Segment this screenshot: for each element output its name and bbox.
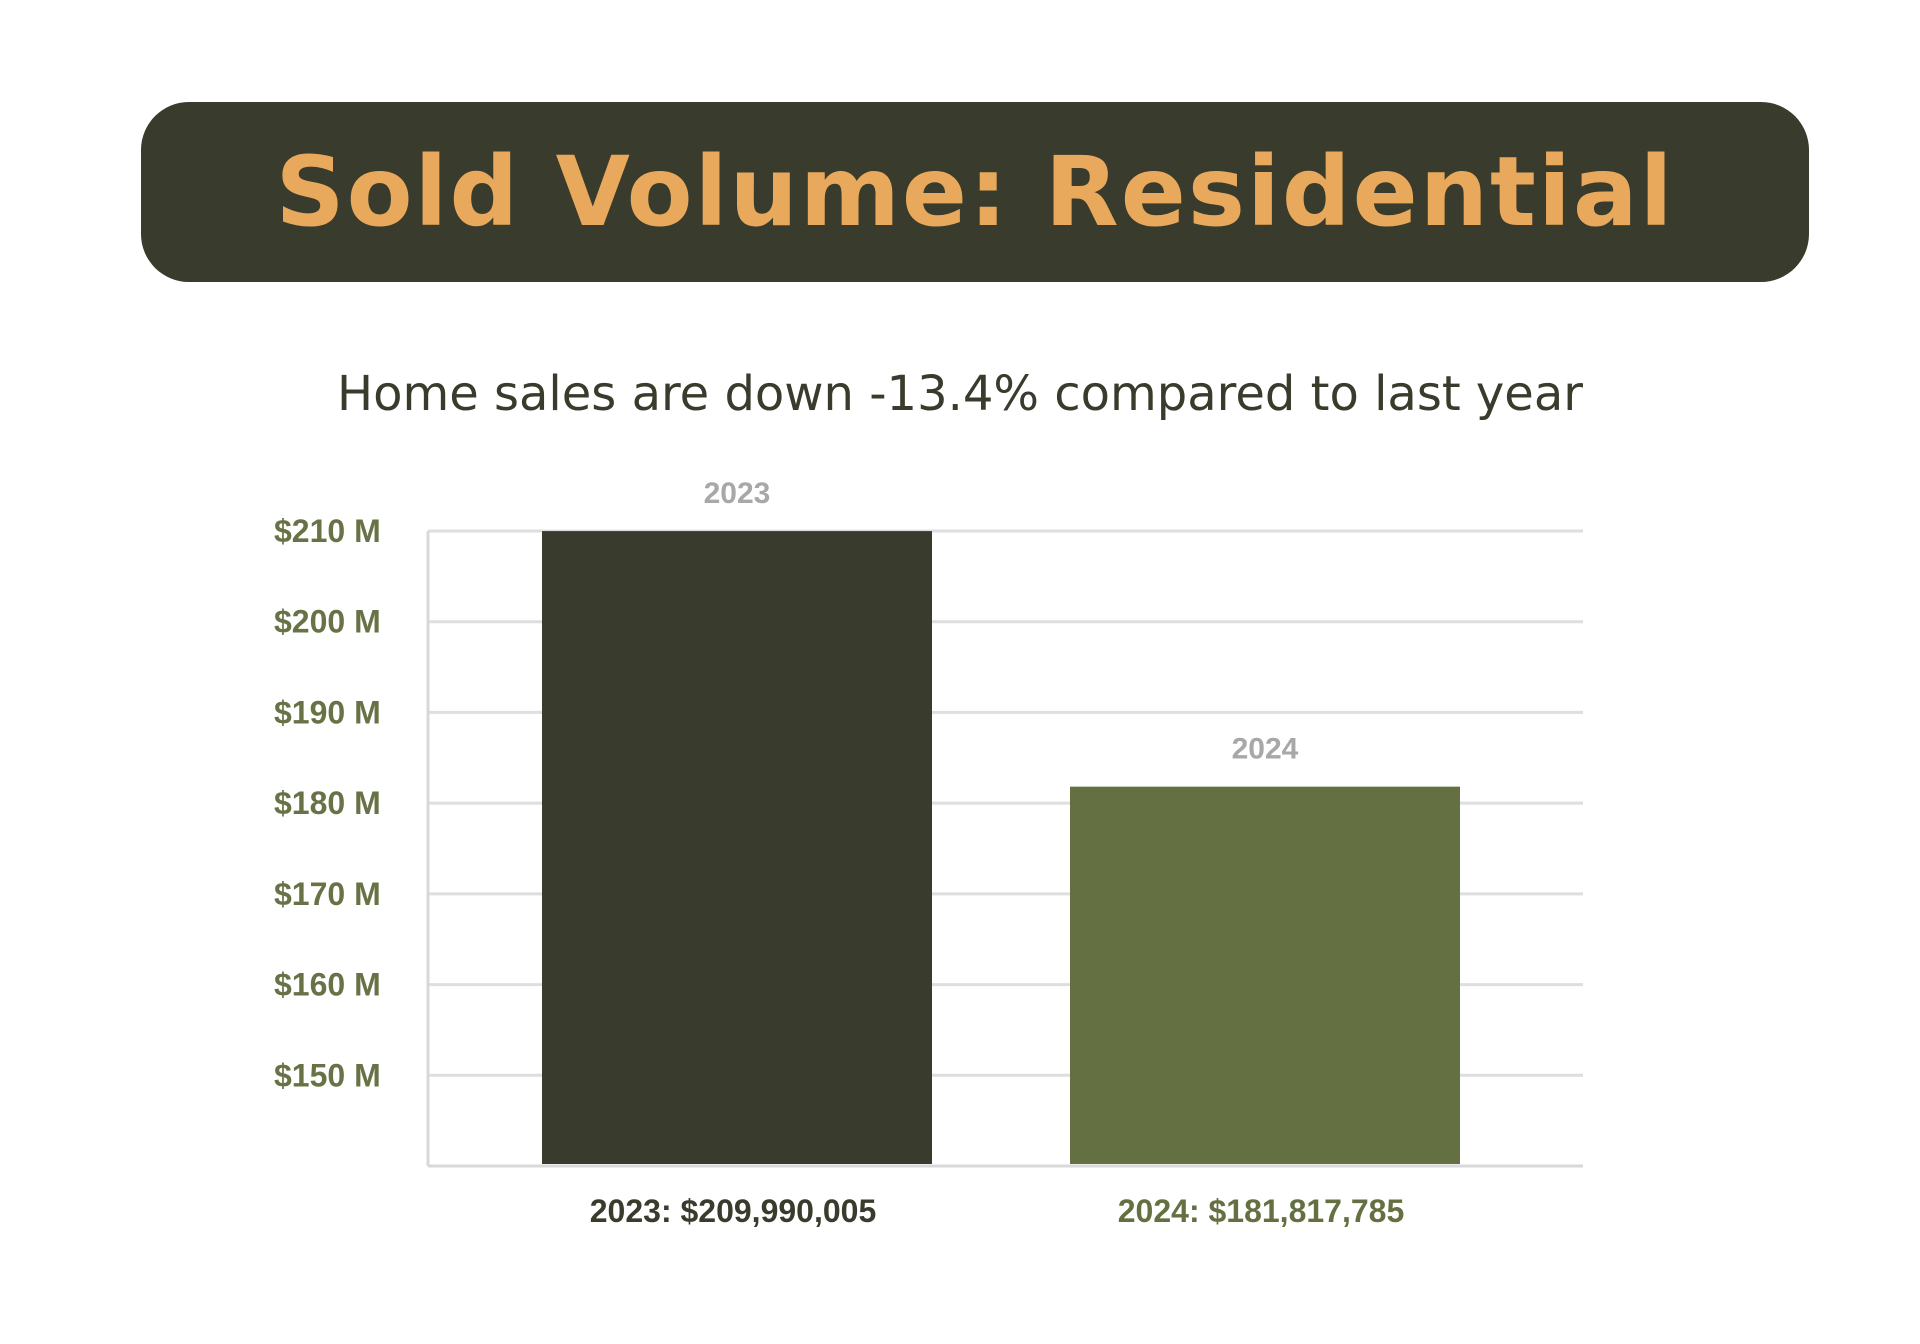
y-tick-label: $160 M [274, 967, 381, 1003]
y-tick-label: $190 M [274, 694, 381, 730]
y-tick-label: $150 M [274, 1057, 381, 1093]
bar-2024 [1070, 786, 1460, 1164]
bar-value-label: 2024: $181,817,785 [1118, 1193, 1404, 1229]
y-tick-label: $170 M [274, 876, 381, 912]
y-tick-label: $180 M [274, 785, 381, 821]
title-banner: Sold Volume: Residential [141, 102, 1809, 282]
bar-value-label: 2023: $209,990,005 [590, 1193, 876, 1229]
chart-subtitle: Home sales are down -13.4% compared to l… [337, 366, 1583, 422]
y-tick-label: $200 M [274, 604, 381, 640]
page-title: Sold Volume: Residential [275, 136, 1675, 248]
bar-top-label: 2023 [704, 477, 771, 510]
bar-2023 [542, 531, 932, 1164]
bar-top-label: 2024 [1232, 733, 1299, 766]
y-tick-label: $210 M [274, 513, 381, 549]
